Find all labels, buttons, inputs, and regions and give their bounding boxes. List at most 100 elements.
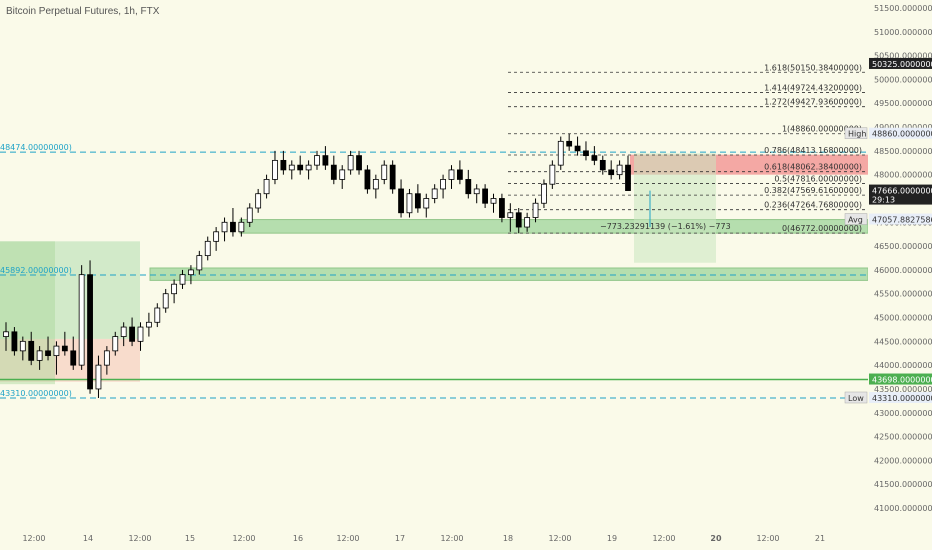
candle-body xyxy=(78,274,85,366)
zone-support-1 xyxy=(149,267,869,281)
price-badge xyxy=(869,57,932,69)
y-tick-label: 42000.00000000 xyxy=(874,456,932,465)
y-tick-label: 46500.00000000 xyxy=(874,242,932,251)
candle-body xyxy=(423,198,430,209)
y-tick-label: 51000.00000000 xyxy=(874,28,932,37)
y-tick-label: 50000.00000000 xyxy=(874,75,932,84)
candle-body xyxy=(389,164,396,190)
candle-body xyxy=(314,155,320,166)
candle-body xyxy=(549,164,556,185)
candle-body xyxy=(566,140,573,147)
x-tick-label: 12:00 xyxy=(22,534,45,543)
candle-body xyxy=(322,155,329,166)
dashed-level-label: 48474.00000000) xyxy=(0,143,72,152)
level-tag-label: Low xyxy=(848,394,864,403)
candle-body xyxy=(45,350,51,357)
candle-body xyxy=(616,164,623,176)
x-tick-label: 12:00 xyxy=(440,534,463,543)
candle-body xyxy=(255,193,262,209)
countdown-label: 29:13 xyxy=(872,196,895,205)
fib-level-label: 0.5(47816.00000000) xyxy=(774,174,862,183)
x-tick-label: 14 xyxy=(83,534,93,543)
candle-body xyxy=(339,169,346,180)
y-tick-label: 43500.00000000 xyxy=(874,385,932,394)
y-tick-label: 48500.00000000 xyxy=(874,147,932,156)
candle-body xyxy=(465,179,472,195)
candle-body xyxy=(330,164,337,180)
candle-body xyxy=(154,307,161,323)
candle-body xyxy=(515,212,522,228)
candle-body xyxy=(61,345,68,352)
candle-body xyxy=(414,193,421,209)
x-tick-label: 12:00 xyxy=(232,534,255,543)
x-tick-label: 20 xyxy=(710,534,722,543)
candle-body xyxy=(196,255,203,271)
y-tick-label: 51500.00000000 xyxy=(874,4,932,13)
price-badge xyxy=(869,392,932,403)
candle-body xyxy=(591,155,598,161)
candle-body xyxy=(112,336,119,352)
candle-body xyxy=(541,183,547,204)
candle-body xyxy=(246,207,253,223)
level-tag-label: Avg xyxy=(848,216,863,225)
y-tick-label: 45000.00000000 xyxy=(874,314,932,323)
fib-level-label: 0.382(47569.61600000) xyxy=(764,186,862,195)
candle-body xyxy=(204,240,211,257)
candle-body xyxy=(272,159,278,180)
candle-body xyxy=(238,221,245,233)
x-tick-label: 12:00 xyxy=(128,534,151,543)
candle-body xyxy=(19,340,26,352)
candle-body xyxy=(356,155,362,171)
level-tag xyxy=(844,391,868,404)
price-badge-label: 43310.00000000 xyxy=(872,394,932,403)
candle-body xyxy=(364,169,371,190)
candle-body xyxy=(263,179,270,195)
x-tick-label: 12:00 xyxy=(756,534,779,543)
fib-level-label: 1(48860.00000000) xyxy=(782,125,862,134)
level-tag-label: High xyxy=(848,130,866,139)
candle-body xyxy=(70,350,77,366)
candle-body xyxy=(297,164,304,171)
candle-body xyxy=(171,283,178,295)
y-tick-label: 46000.00000000 xyxy=(874,266,932,275)
y-tick-label: 43000.00000000 xyxy=(874,409,932,418)
candle-body xyxy=(608,169,615,176)
x-tick-label: 12:00 xyxy=(336,534,359,543)
candle-body xyxy=(213,231,220,242)
candle-body xyxy=(557,140,564,166)
x-tick-label: 16 xyxy=(293,534,303,543)
candle-body xyxy=(188,269,194,276)
y-tick-label: 44000.00000000 xyxy=(874,361,932,370)
x-tick-label: 17 xyxy=(395,534,405,543)
x-tick-label: 19 xyxy=(607,534,617,543)
y-tick-label: 49000.00000000 xyxy=(874,123,932,132)
candle-body xyxy=(3,331,9,337)
candle-body xyxy=(482,188,489,204)
price-badge-label: 47666.00000000 xyxy=(872,187,932,196)
x-tick-label: 18 xyxy=(503,534,513,543)
candle-body xyxy=(103,350,110,366)
fib-level-label: 0.236(47264.76800000) xyxy=(764,201,862,210)
x-tick-label: 12:00 xyxy=(548,534,571,543)
y-tick-label: 42500.00000000 xyxy=(874,433,932,442)
price-axis-panel xyxy=(868,0,932,550)
candle-body xyxy=(398,188,404,214)
candle-body xyxy=(507,212,514,218)
candle-body xyxy=(440,179,446,190)
candle-body xyxy=(120,326,127,337)
long-position-profit-box xyxy=(0,241,140,339)
y-tick-label: 45500.00000000 xyxy=(874,290,932,299)
highlight-box xyxy=(0,241,55,385)
y-tick-label: 48000.00000000 xyxy=(874,171,932,180)
candle-body xyxy=(280,159,287,171)
fib-level-label: 1.618(50150.38400000) xyxy=(764,63,862,72)
candle-body xyxy=(145,321,152,328)
price-badge xyxy=(869,184,932,205)
candle-body xyxy=(490,198,497,204)
candle-body xyxy=(28,340,35,361)
candle-body xyxy=(137,326,144,342)
candle-body xyxy=(230,221,236,233)
candle-body xyxy=(599,159,606,171)
candle-body xyxy=(347,155,354,171)
